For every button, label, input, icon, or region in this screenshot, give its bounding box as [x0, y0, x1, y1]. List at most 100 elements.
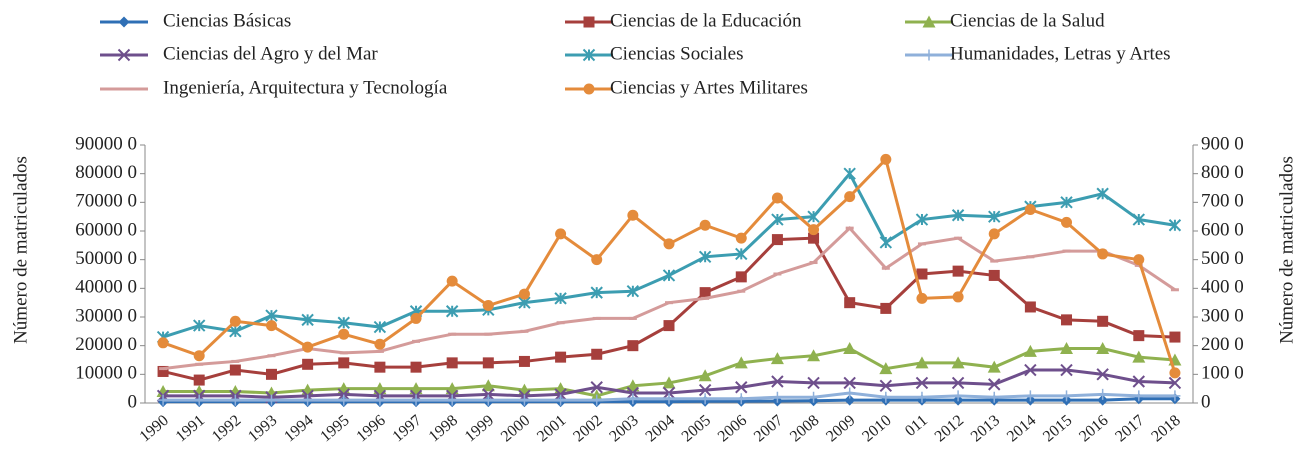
data-point: [555, 351, 567, 363]
series-line: [162, 236, 1175, 382]
data-point: [771, 391, 783, 403]
x-tick-label: 2018: [1148, 412, 1183, 446]
data-point: [518, 355, 530, 367]
y-tick-label: 40000 0: [75, 277, 137, 298]
data-point: [302, 341, 314, 353]
data-point: [699, 287, 711, 299]
data-point: [770, 352, 784, 365]
y-tick-label: 30000 0: [75, 305, 137, 326]
x-tick-label: 1993: [245, 412, 280, 446]
y2-tick-label: 0: [1201, 391, 1211, 412]
data-point: [446, 275, 458, 287]
x-tick-label: 2004: [642, 412, 677, 446]
data-point: [879, 236, 893, 249]
data-point: [879, 362, 893, 375]
data-point: [626, 386, 640, 400]
data-point: [1133, 330, 1145, 342]
x-tick-label: 1994: [281, 412, 316, 446]
x-tick-label: 2015: [1040, 412, 1075, 446]
data-point: [1024, 363, 1037, 377]
data-point: [807, 210, 820, 223]
data-point: [735, 232, 747, 244]
x-tick-label: 2017: [1112, 412, 1147, 446]
x-tick-label: 1997: [390, 412, 425, 446]
x-tick-label: 2000: [498, 412, 533, 446]
data-point: [1060, 363, 1073, 377]
data-point: [554, 388, 567, 401]
data-point: [410, 394, 422, 406]
y2-tick-label: 900 0: [1201, 133, 1244, 154]
data-point: [1169, 331, 1181, 343]
data-point: [591, 348, 603, 360]
y-tick-label: 0: [128, 391, 138, 412]
x-tick-label: 1995: [317, 412, 352, 446]
y2-tick-label: 600 0: [1201, 219, 1244, 240]
data-point: [808, 232, 820, 244]
data-point: [699, 219, 711, 231]
data-point: [193, 394, 205, 406]
data-point: [229, 364, 241, 376]
data-point: [1060, 342, 1074, 355]
data-point: [590, 381, 603, 394]
data-point: [771, 213, 784, 226]
data-point: [591, 394, 603, 406]
data-point: [735, 393, 747, 405]
data-point: [337, 388, 350, 401]
data-point: [446, 357, 458, 369]
data-point: [916, 292, 928, 304]
data-point: [735, 381, 748, 394]
series-line: [162, 170, 1176, 339]
data-point: [554, 292, 567, 305]
data-point: [987, 360, 1001, 373]
data-point: [807, 349, 821, 362]
x-tick-label: 2012: [932, 412, 967, 446]
data-point: [1168, 219, 1182, 232]
data-point: [626, 284, 640, 298]
data-point: [590, 286, 603, 299]
data-point: [1023, 344, 1037, 357]
data-point: [373, 320, 387, 334]
x-tick-label: 1991: [173, 412, 208, 446]
x-tick-label: 1998: [426, 412, 461, 446]
y2-tick-label: 100 0: [1201, 363, 1244, 384]
x-tick-label: 011: [902, 412, 931, 440]
data-point: [1024, 390, 1036, 402]
y-tick-label: 70000 0: [75, 191, 137, 212]
data-point: [591, 254, 603, 266]
data-point: [662, 386, 676, 400]
data-point: [409, 382, 423, 395]
data-point: [916, 391, 928, 403]
data-point: [229, 315, 241, 327]
y2-tick-label: 700 0: [1201, 191, 1244, 212]
data-point: [192, 385, 206, 398]
data-point: [1061, 314, 1073, 326]
data-point: [228, 385, 242, 398]
data-point: [699, 393, 711, 405]
data-point: [1061, 216, 1073, 228]
data-point: [879, 379, 893, 393]
x-tick-label: 2008: [787, 412, 822, 446]
x-tick-label: 2016: [1076, 412, 1111, 446]
y2-tick-label: 400 0: [1201, 277, 1244, 298]
data-point: [771, 192, 783, 204]
data-point: [808, 224, 820, 236]
data-point: [952, 265, 964, 277]
data-point: [1024, 301, 1036, 313]
data-point: [915, 356, 929, 369]
legend-marker: [583, 83, 595, 95]
data-point: [265, 309, 278, 322]
data-point: [481, 379, 495, 392]
data-point: [1060, 196, 1073, 209]
data-point: [482, 357, 494, 369]
x-tick-label: 1999: [462, 412, 497, 446]
data-point: [229, 325, 242, 338]
data-point: [518, 288, 530, 300]
y2-tick-label: 500 0: [1201, 248, 1244, 269]
y-axis-title: Número de matriculados: [10, 156, 31, 344]
legend-label: Ciencias Sociales: [610, 43, 744, 64]
data-point: [1024, 204, 1036, 215]
data-point: [808, 391, 820, 403]
data-point: [265, 320, 277, 332]
data-point: [844, 191, 856, 203]
